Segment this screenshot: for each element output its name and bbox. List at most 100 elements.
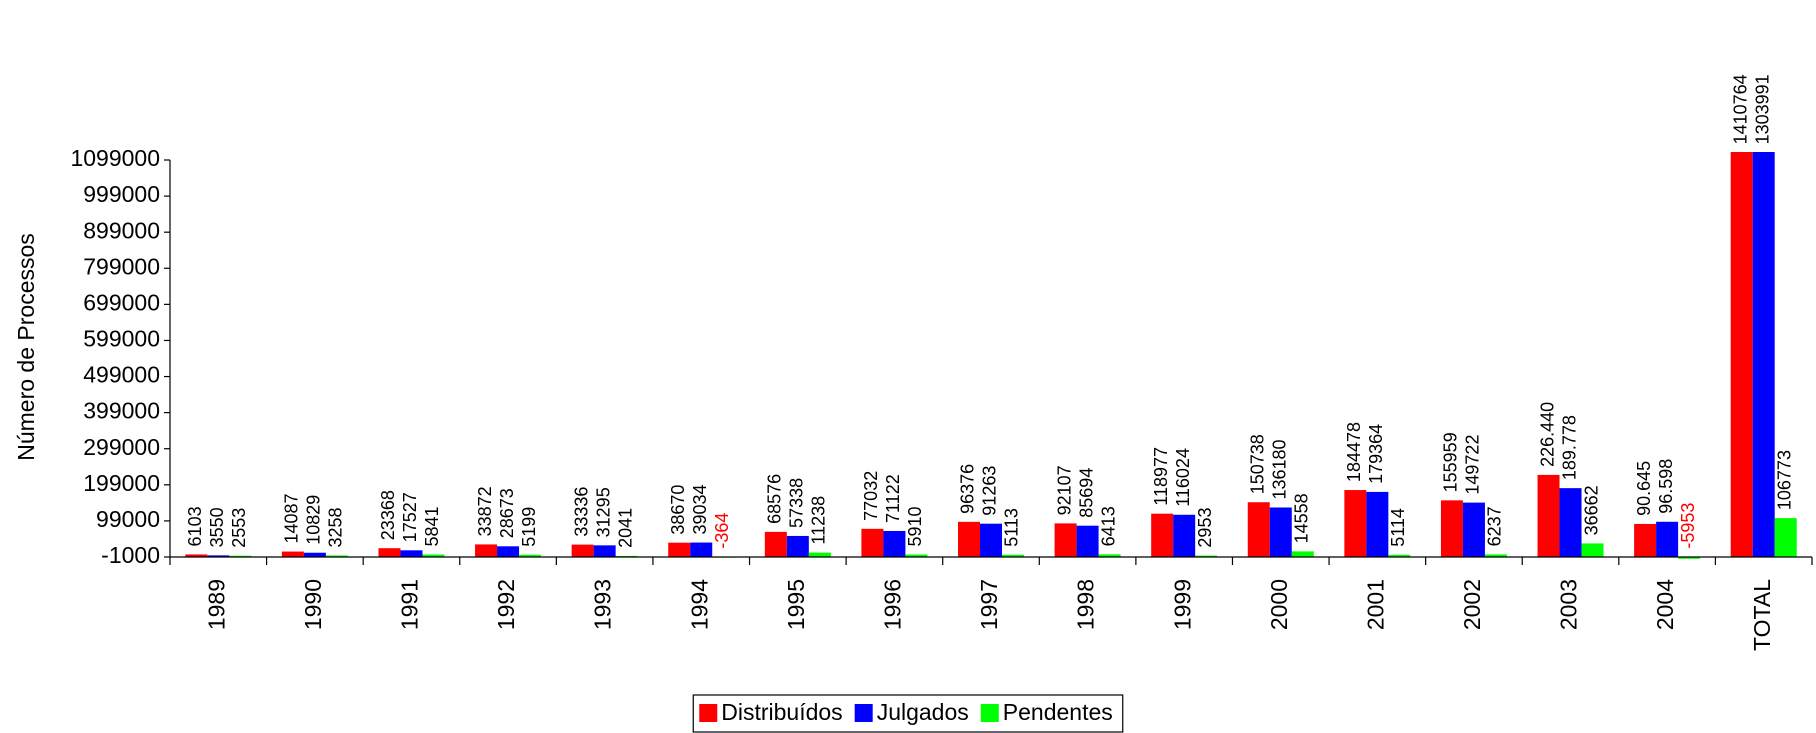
value-label: 136180 [1270,439,1290,499]
bar [571,544,594,557]
value-label: 189.778 [1559,415,1579,480]
bar [1484,554,1507,557]
value-label: 118977 [1151,447,1171,506]
bar [1730,152,1753,557]
bar [1173,514,1196,557]
value-label: 68576 [765,474,785,524]
bar [861,528,884,557]
bar [229,555,252,557]
x-tick-label: 1994 [686,579,712,630]
bar [958,521,980,557]
bar [519,554,542,557]
bar [980,523,1002,557]
bar [325,555,348,557]
value-label: 71122 [883,474,903,523]
bar [1291,551,1314,557]
bar [808,552,831,557]
bar [1195,555,1218,557]
bar [593,545,616,557]
bar [1656,521,1679,557]
value-label: 85694 [1076,468,1096,518]
value-label: 5114 [1388,508,1408,547]
value-label: 5910 [905,506,925,546]
value-label: 5113 [1002,508,1022,547]
value-label: 11238 [809,496,829,545]
bar [497,546,520,557]
value-label: 96.598 [1656,459,1676,514]
x-tick-label: 1992 [493,579,519,630]
legend-swatch [980,704,999,722]
y-tick-label: 99000 [96,506,160,532]
y-tick-label: 199000 [83,470,160,496]
legend-swatch [854,704,873,722]
value-label: 28673 [497,488,517,538]
value-label: 14558 [1292,493,1312,543]
x-tick-label: 2002 [1459,579,1485,630]
value-label: 96376 [958,464,978,514]
bar [1076,525,1099,557]
value-label: 149722 [1463,435,1483,495]
bar [1581,543,1604,557]
y-axis-label: Número de Processos [13,233,39,461]
bar [1388,554,1411,557]
x-tick-label: 1998 [1073,579,1099,630]
bar [303,552,326,557]
bar [185,554,208,557]
bar [1634,523,1657,557]
y-tick-label: 799000 [83,253,160,279]
bar [1774,518,1797,557]
x-tick-label: 1999 [1169,579,1195,630]
bar [1462,502,1485,557]
bar [1752,152,1775,557]
bar [281,551,304,557]
bar [883,530,906,557]
bar [400,550,423,557]
bar [1559,488,1582,557]
value-label: 6237 [1485,506,1505,546]
value-label: 5199 [519,507,539,547]
bar [1366,491,1389,557]
bar [1054,523,1077,557]
value-label: 2553 [229,508,249,548]
value-label: 6413 [1098,506,1118,546]
value-label: -5953 [1678,503,1698,549]
legend-label: Julgados [877,699,969,725]
bar [1002,554,1024,557]
bar [207,555,230,557]
value-label: 17527 [400,492,420,542]
value-label: 10829 [304,495,324,545]
x-tick-label: 1995 [783,579,809,630]
value-label: 116024 [1173,448,1193,507]
bar [1247,502,1270,557]
legend-swatch [699,704,718,722]
value-label: 77032 [861,471,881,521]
value-label: 155959 [1441,432,1461,492]
value-label: 91263 [980,466,1000,516]
bar [786,535,809,557]
y-tick-label: 499000 [83,362,160,388]
value-label: -364 [712,513,732,549]
value-label: 5841 [422,506,442,546]
value-label: 90.645 [1634,461,1654,516]
value-label: 184478 [1344,422,1364,482]
value-label: 226.440 [1537,402,1557,467]
value-label: 150738 [1248,434,1268,494]
value-label: 33336 [571,487,591,537]
value-label: 106773 [1774,450,1794,510]
x-tick-label: 1990 [300,579,326,630]
bar [905,554,928,557]
y-tick-label: 599000 [83,326,160,352]
legend-label: Pendentes [1003,699,1113,725]
bar [1537,474,1560,557]
plot-area [185,152,1797,559]
value-label: 3550 [207,507,227,547]
y-tick-label: 1099000 [70,145,160,171]
value-label: 6103 [185,506,205,546]
value-label: 14087 [282,493,302,543]
bar [1151,513,1174,557]
x-tick-label: TOTAL [1749,579,1775,651]
value-label: 39034 [690,484,710,534]
value-label: 31295 [593,487,613,537]
value-label: 33872 [475,486,495,536]
